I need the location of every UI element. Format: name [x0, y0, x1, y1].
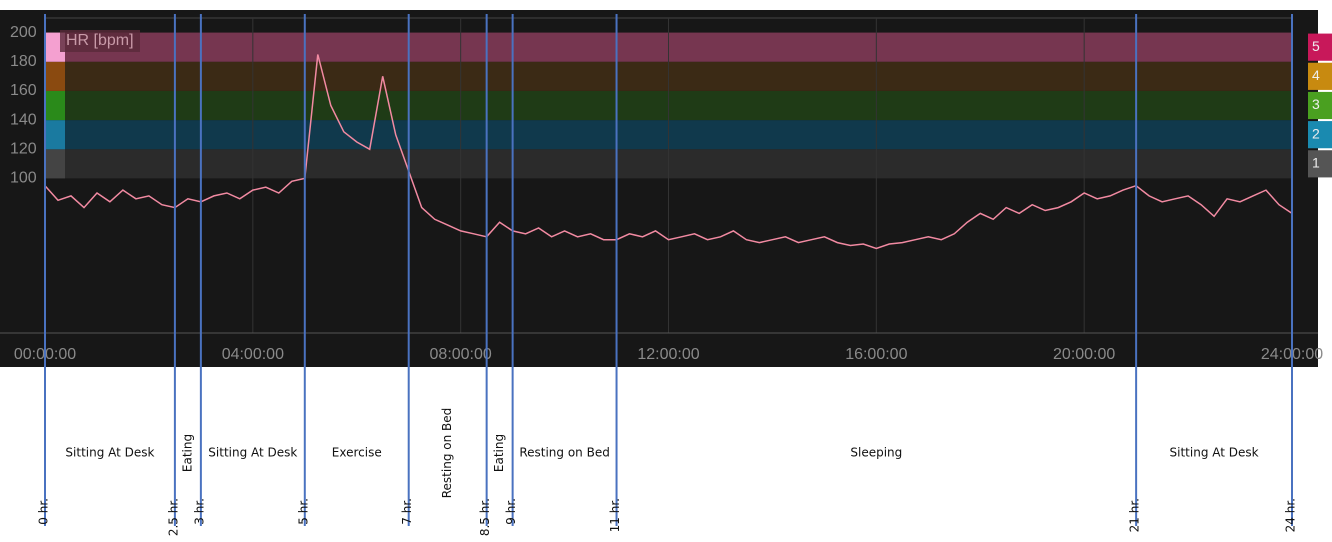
x-tick-label: 08:00:00	[430, 346, 492, 363]
y-tick-label: 160	[10, 82, 37, 99]
marker-label: 8.5 hr.	[478, 498, 492, 536]
zone-tag	[1308, 62, 1332, 90]
marker-label: 0 hr.	[37, 498, 51, 525]
activity-label: Sitting At Desk	[65, 446, 154, 460]
activity-label: Sitting At Desk	[1170, 446, 1259, 460]
zone-strip	[45, 61, 65, 91]
activity-label: Resting on Bed	[519, 446, 610, 460]
activity-label: Exercise	[332, 446, 382, 460]
activity-label: Eating	[180, 434, 194, 472]
x-tick-label: 20:00:00	[1053, 346, 1115, 363]
legend-label: HR [bpm]	[66, 32, 134, 49]
y-tick-label: 120	[10, 140, 37, 157]
x-tick-label: 04:00:00	[222, 346, 284, 363]
zone-label: 1	[1312, 155, 1320, 171]
marker-label: 24 hr.	[1284, 498, 1298, 532]
zone-label: 4	[1312, 67, 1320, 83]
zone-strip	[45, 90, 65, 121]
activity-label: Eating	[492, 434, 506, 472]
marker-label: 21 hr.	[1128, 498, 1142, 532]
zone-tag	[1308, 121, 1332, 149]
y-tick-label: 100	[10, 170, 37, 187]
zone-strip	[45, 149, 65, 179]
x-tick-label: 12:00:00	[637, 346, 699, 363]
y-tick-label: 140	[10, 111, 37, 128]
marker-label: 2.5 hr.	[166, 498, 180, 536]
zone-strip	[45, 120, 65, 150]
y-tick-label: 180	[10, 53, 37, 70]
activity-label: Resting on Bed	[440, 408, 454, 499]
legend-box	[60, 30, 140, 52]
zone-tag	[1308, 33, 1332, 61]
activity-label: Sleeping	[850, 446, 902, 460]
marker-label: 7 hr.	[400, 498, 414, 525]
zone-tag	[1308, 91, 1332, 120]
x-tick-label: 16:00:00	[845, 346, 907, 363]
zone-label: 5	[1312, 38, 1320, 54]
zone-tag	[1308, 150, 1332, 178]
marker-label: 3 hr.	[192, 498, 206, 525]
marker-label: 11 hr.	[608, 498, 622, 532]
marker-label: 9 hr.	[504, 498, 518, 525]
y-tick-label: 200	[10, 24, 37, 41]
activity-label: Sitting At Desk	[208, 446, 297, 460]
zone-label: 2	[1312, 125, 1320, 141]
hr-line	[44, 54, 1293, 250]
zone-label: 3	[1312, 96, 1320, 112]
marker-label: 5 hr.	[296, 498, 310, 525]
